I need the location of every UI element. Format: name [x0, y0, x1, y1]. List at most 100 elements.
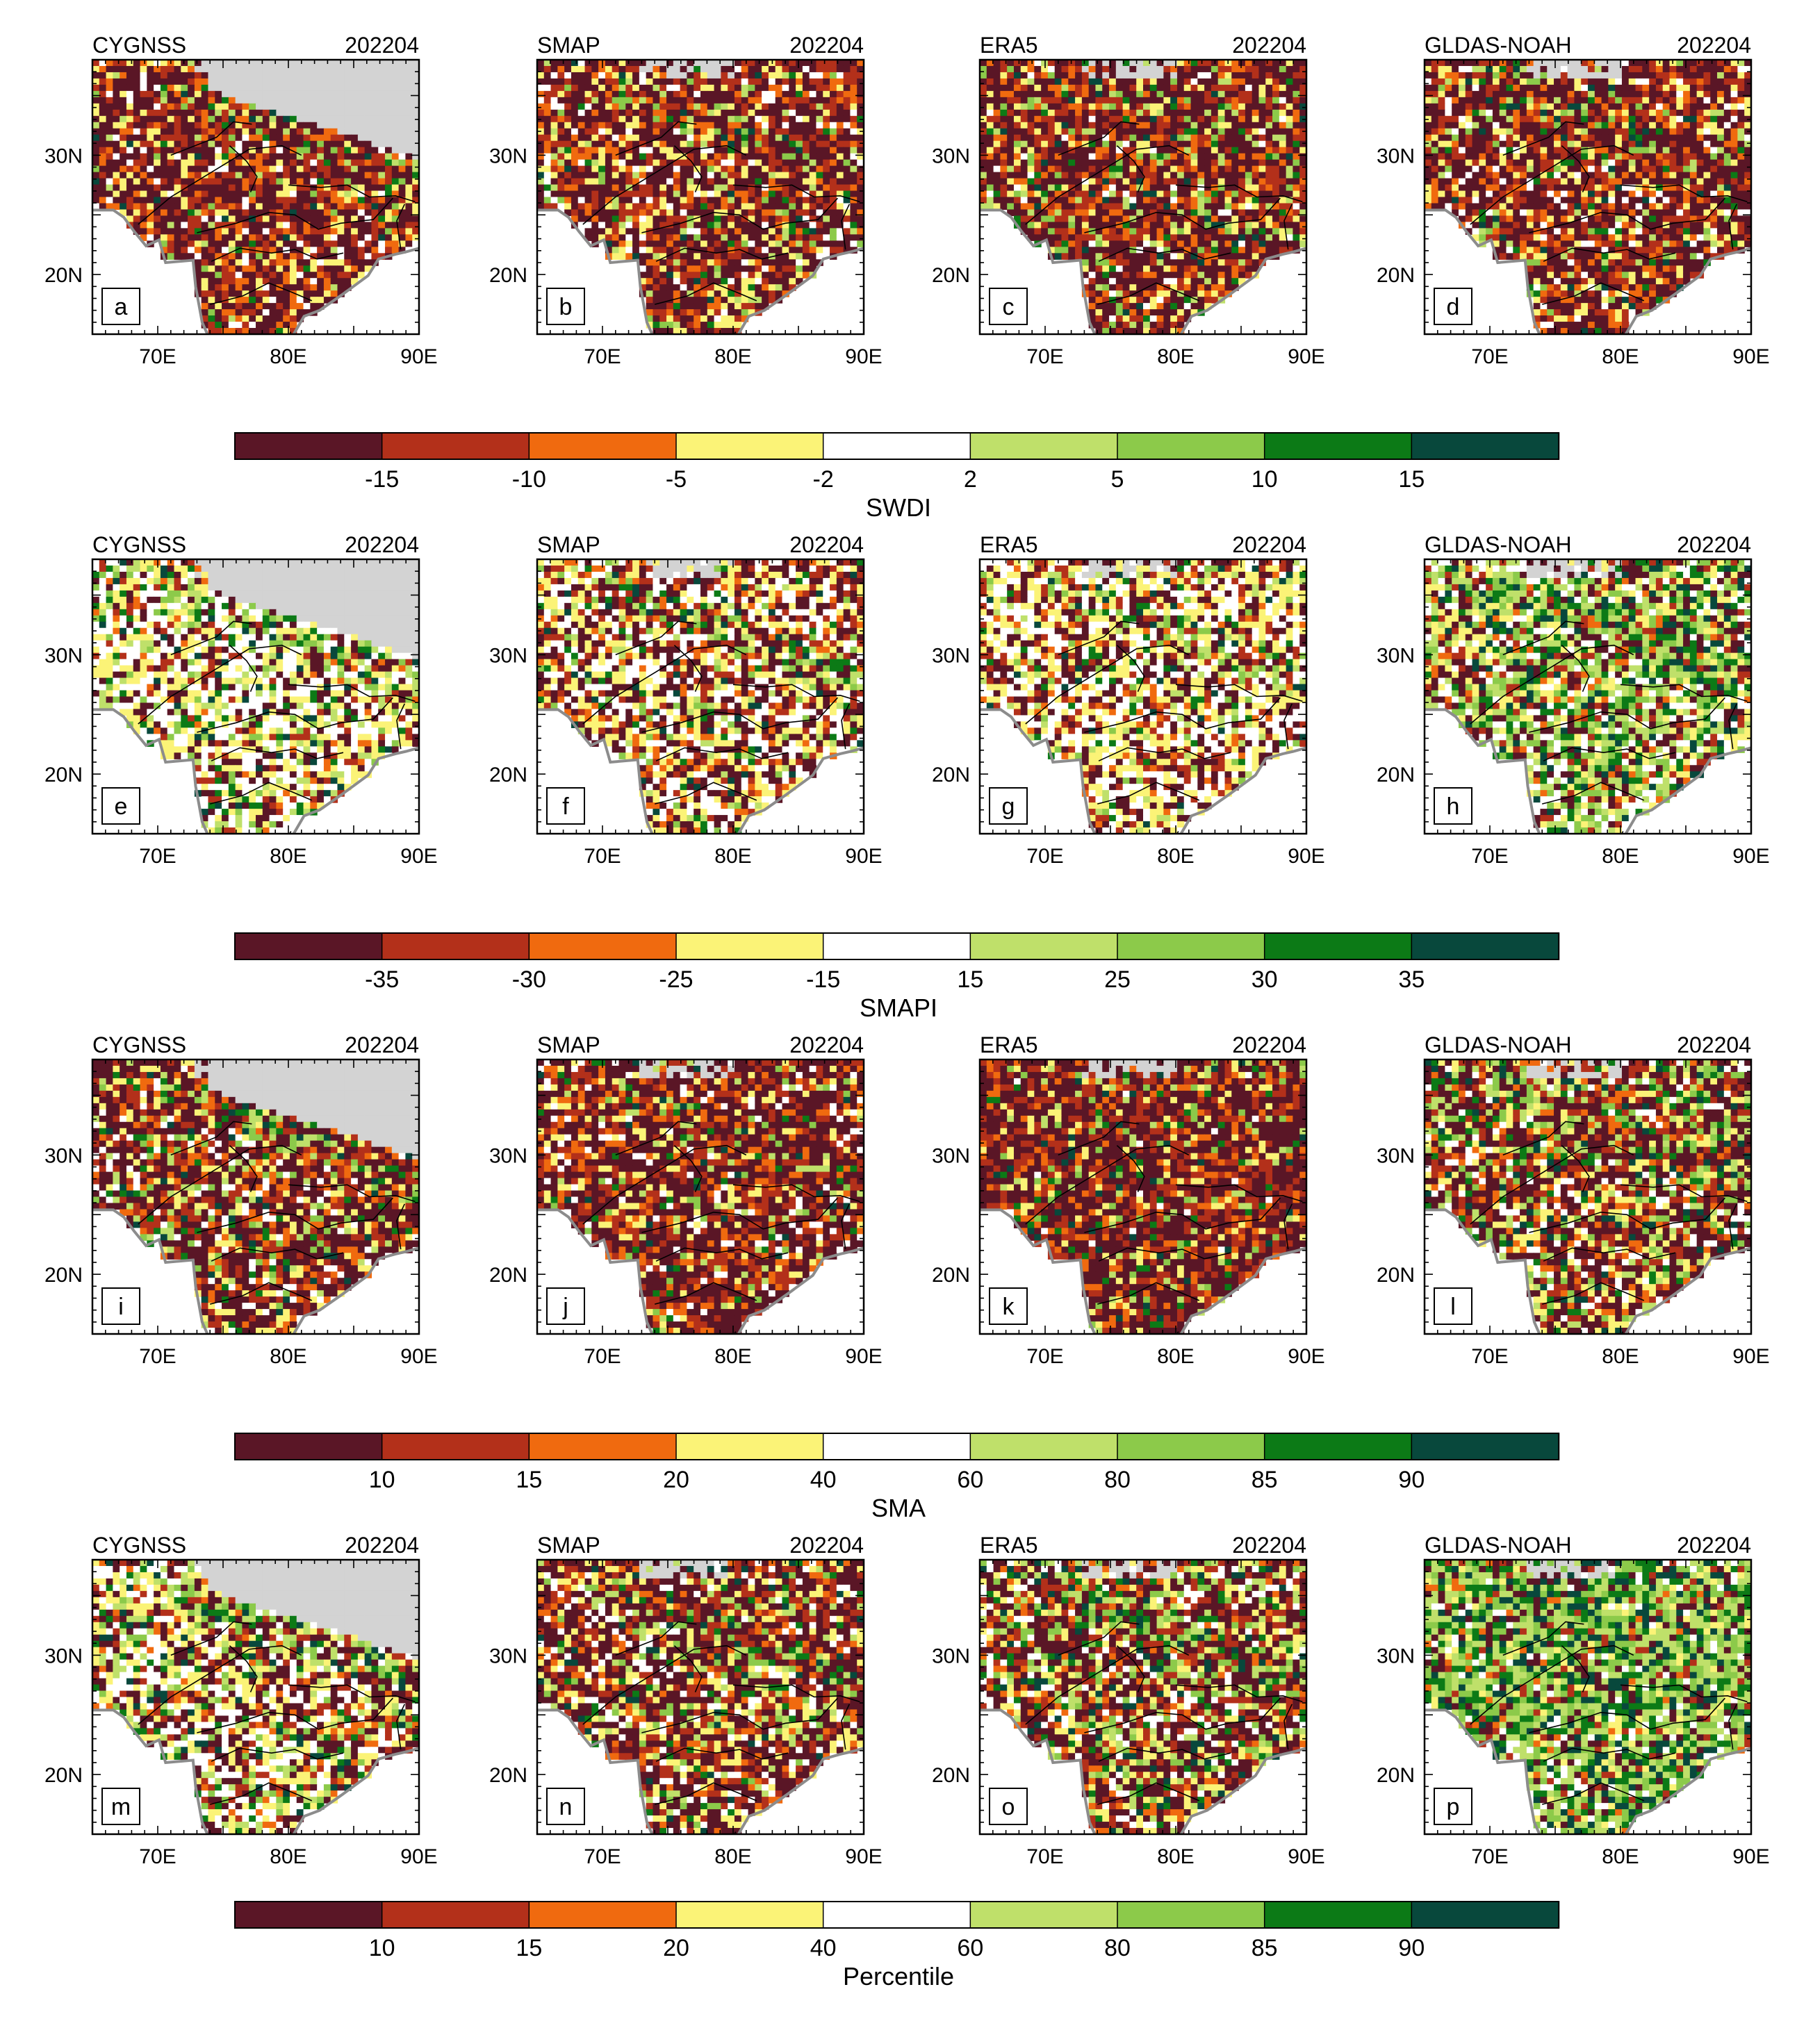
state-border — [1561, 1145, 1590, 1192]
state-border — [841, 1203, 851, 1250]
lat-tick-label: 20N — [44, 264, 83, 287]
lon-tick-label: 90E — [1732, 1845, 1769, 1868]
lon-tick-label: 80E — [1602, 345, 1639, 368]
map-frame — [978, 58, 1308, 336]
state-border — [288, 1184, 416, 1203]
state-border — [229, 645, 258, 692]
panel-date: 202204 — [1677, 1533, 1751, 1558]
map-panel-b: SMAP 202204 30N 20N 70E 80E 90E b — [489, 33, 883, 368]
colorbar-tick-label: 85 — [1252, 1467, 1278, 1493]
state-border — [615, 620, 697, 656]
map-panel-n: SMAP 202204 30N 20N 70E 80E 90E n — [489, 1533, 883, 1868]
panel-letter: f — [562, 793, 569, 820]
panel-date: 202204 — [789, 33, 864, 58]
colorbar-2: -35 -30 -25 -15 15 25 30 35 SMAPI — [234, 932, 1560, 1022]
map-panel-g: ERA5 202204 30N 20N 70E 80E 90E g — [932, 532, 1325, 868]
state-border — [1283, 703, 1293, 750]
colorbar-swatch — [381, 1433, 530, 1460]
lat-tick-label: 30N — [1377, 1645, 1415, 1667]
map-raster — [92, 1560, 419, 1834]
map-frame — [978, 1558, 1308, 1836]
colorbar-swatch — [381, 432, 530, 460]
lat-tick-label: 20N — [489, 264, 527, 287]
panel-date: 202204 — [1232, 532, 1306, 557]
colorbar-swatch — [675, 932, 824, 960]
lat-tick-label: 30N — [1377, 1144, 1415, 1167]
lat-tick-label: 30N — [489, 1144, 527, 1167]
state-border — [655, 1782, 757, 1805]
panel-letter: e — [115, 793, 128, 820]
colorbar-swatch — [822, 432, 971, 460]
colorbar-swatch — [1117, 1901, 1265, 1929]
panel-date: 202204 — [345, 532, 419, 557]
panel-letter: k — [1003, 1294, 1015, 1320]
map-raster — [537, 559, 864, 834]
colorbar-swatch — [234, 932, 383, 960]
state-border — [1098, 247, 1231, 262]
panel-product-title: GLDAS-NOAH — [1425, 1032, 1572, 1057]
map-raster — [92, 1060, 419, 1334]
panel-letter-box — [101, 288, 140, 325]
map-panel-o: ERA5 202204 30N 20N 70E 80E 90E o — [932, 1533, 1325, 1868]
panel-letter: p — [1447, 1794, 1460, 1820]
state-border — [1084, 1197, 1281, 1233]
colorbar-tick-label: 2 — [964, 466, 977, 493]
lon-tick-label: 70E — [1471, 1845, 1508, 1868]
state-border — [1470, 644, 1634, 725]
panel-product-title: ERA5 — [980, 1533, 1038, 1558]
panel-letter: d — [1447, 294, 1460, 320]
panel-letter-box — [1434, 787, 1472, 825]
map-frame — [1423, 1558, 1753, 1836]
panel-date: 202204 — [789, 532, 864, 557]
state-border — [170, 620, 252, 656]
colorbar-3: 10 15 20 40 60 80 85 90 SMA — [234, 1433, 1560, 1522]
lat-tick-label: 20N — [489, 1264, 527, 1287]
panel-letter: j — [562, 1294, 568, 1320]
panel-product-title: CYGNSS — [92, 1032, 186, 1057]
state-border — [138, 145, 302, 225]
lon-tick-label: 70E — [139, 345, 176, 368]
state-border — [1502, 1621, 1584, 1656]
lon-tick-label: 70E — [1026, 345, 1063, 368]
state-border — [1529, 1197, 1725, 1233]
state-border — [1097, 782, 1200, 805]
state-border — [1025, 145, 1190, 225]
state-border — [1470, 1144, 1634, 1225]
lon-tick-label: 70E — [1471, 345, 1508, 368]
colorbar-tick-label: 80 — [1104, 1467, 1131, 1493]
colorbar-title: Percentile — [843, 1962, 954, 1991]
colorbar-swatch — [381, 1901, 530, 1929]
state-border — [655, 1247, 789, 1262]
state-border — [641, 697, 838, 733]
state-border — [582, 145, 747, 225]
coastline — [1425, 1208, 1751, 1334]
lon-tick-label: 90E — [400, 1845, 437, 1868]
state-border — [1058, 620, 1140, 656]
lon-tick-label: 90E — [400, 1345, 437, 1368]
lon-tick-label: 90E — [845, 1345, 882, 1368]
state-border — [1283, 1704, 1293, 1750]
map-frame — [1423, 558, 1753, 835]
lat-tick-label: 30N — [932, 145, 970, 167]
state-border — [1542, 1282, 1645, 1305]
colorbar-tick-label: -15 — [806, 966, 840, 993]
colorbar-swatch — [822, 1433, 971, 1460]
colorbar-tick-label: 15 — [516, 1467, 542, 1493]
state-border — [1529, 697, 1725, 733]
state-border — [1058, 121, 1140, 156]
colorbar-tick-label: -30 — [512, 966, 546, 993]
panel-product-title: CYGNSS — [92, 1533, 186, 1558]
state-border — [138, 644, 302, 725]
lon-tick-label: 80E — [270, 345, 306, 368]
panel-letter: c — [1003, 294, 1015, 320]
state-border — [197, 197, 393, 233]
state-border — [1283, 1203, 1293, 1250]
colorbar-tick-label: 80 — [1104, 1935, 1131, 1961]
lon-tick-label: 90E — [1288, 1845, 1324, 1868]
panel-product-title: SMAP — [537, 1533, 600, 1558]
coastline — [980, 1208, 1306, 1334]
panel-product-title: SMAP — [537, 33, 600, 58]
coastline — [92, 208, 419, 334]
state-border — [1542, 282, 1645, 305]
